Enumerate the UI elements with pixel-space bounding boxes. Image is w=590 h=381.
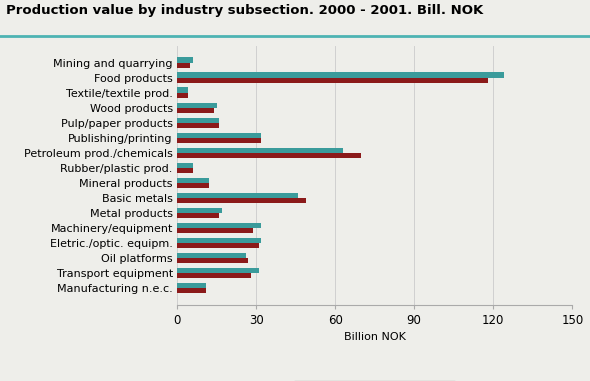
Bar [177, 147, 343, 153]
Bar [177, 153, 362, 158]
Bar [177, 58, 193, 63]
Bar [177, 213, 219, 218]
Bar [177, 63, 190, 68]
Bar [177, 117, 219, 123]
Bar [177, 123, 219, 128]
Bar [177, 228, 254, 233]
Bar [177, 288, 206, 293]
Bar [177, 192, 298, 198]
Bar [177, 78, 488, 83]
X-axis label: Billion NOK: Billion NOK [344, 332, 405, 343]
Text: Production value by industry subsection. 2000 - 2001. Bill. NOK: Production value by industry subsection.… [6, 4, 483, 17]
Bar [177, 208, 222, 213]
Bar [177, 102, 217, 108]
Bar [177, 283, 206, 288]
Bar [177, 273, 251, 278]
Bar [177, 243, 258, 248]
Bar [177, 198, 306, 203]
Bar [177, 253, 245, 258]
Bar [177, 93, 188, 98]
Bar [177, 267, 258, 273]
Bar [177, 258, 248, 263]
Bar [177, 133, 261, 138]
Bar [177, 168, 193, 173]
Bar [177, 163, 193, 168]
Bar [177, 178, 209, 183]
Bar [177, 223, 261, 228]
Bar [177, 138, 261, 143]
Bar [177, 183, 209, 188]
Bar [177, 108, 214, 113]
Bar [177, 237, 261, 243]
Bar [177, 72, 504, 78]
Bar [177, 88, 188, 93]
